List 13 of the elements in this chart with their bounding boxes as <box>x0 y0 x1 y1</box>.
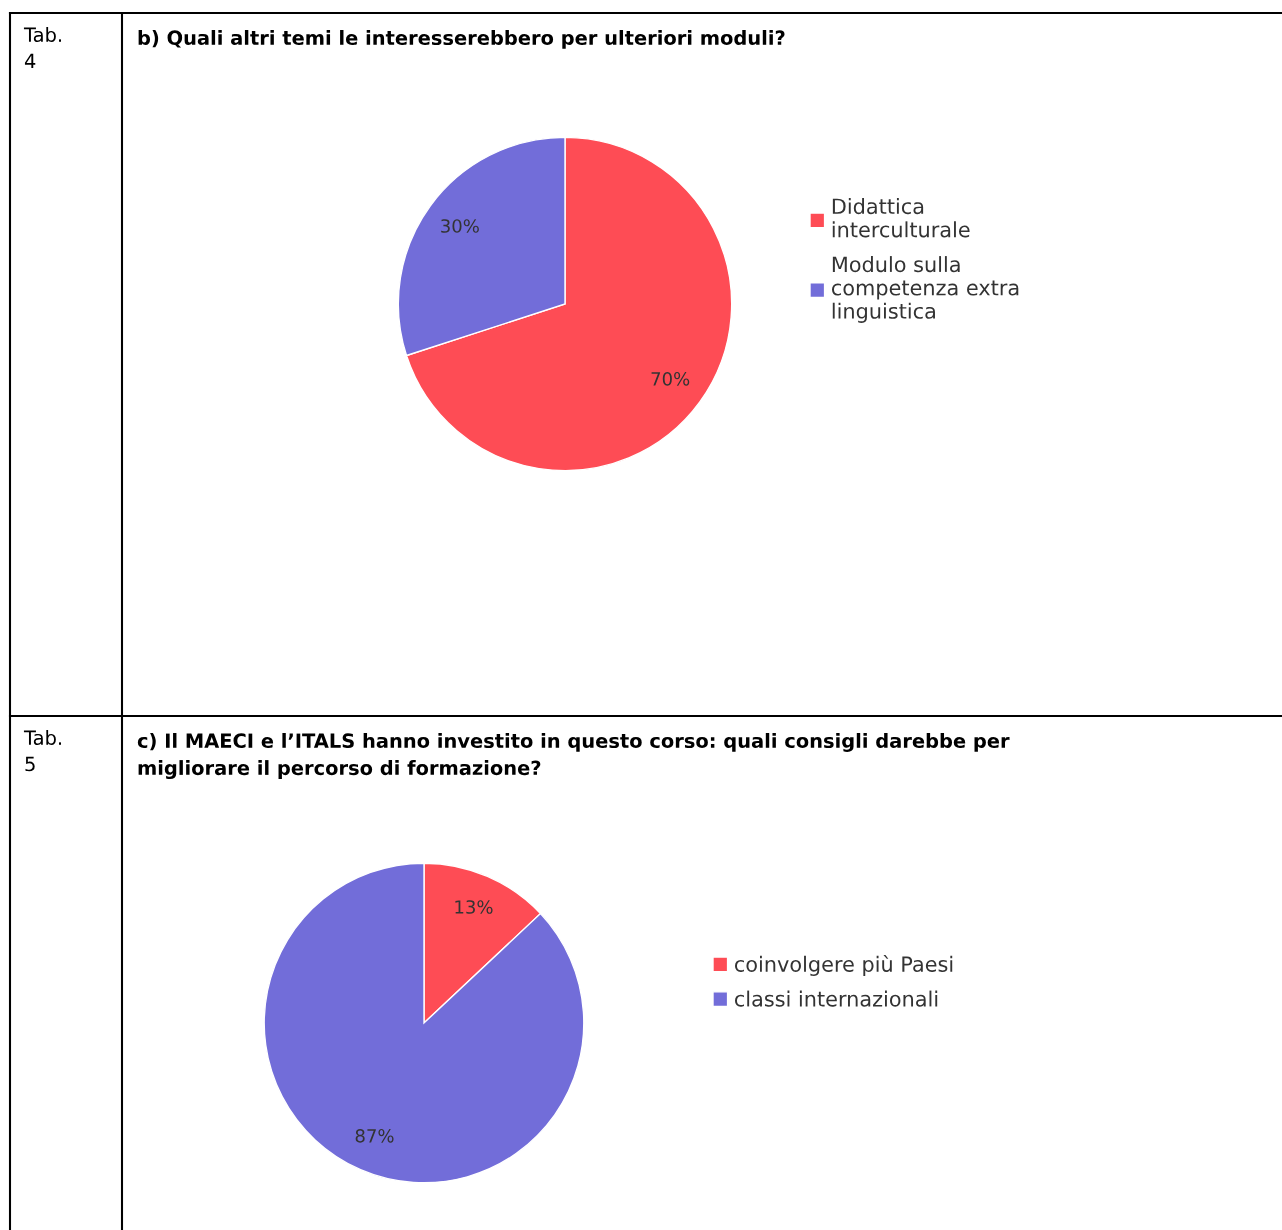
caption: Tab. 4 <box>23 27 62 68</box>
data-label: 30% <box>441 219 479 233</box>
data-label: 13% <box>455 900 493 914</box>
chart-title: b) Quali altri temi le interesserebbero per ulteriori moduli? <box>138 30 785 49</box>
data-label: 87% <box>355 1128 394 1143</box>
legend-label: Modulo sulla competenza extra linguistica <box>831 256 1019 323</box>
data-label: 70% <box>651 371 690 386</box>
pie-slice <box>263 862 585 1184</box>
caption: Tab. 5 <box>23 730 62 772</box>
chart-title: c) Il MAECI e l’ITALS hanno investito in questo corso: quali consigli darebbe per migliorare il percorso di formazione? <box>137 733 1010 780</box>
legend-label: coinvolgere più Paesi <box>734 955 953 976</box>
legend-label: Didattica interculturale <box>832 198 970 238</box>
legend-label: classi internazionali <box>734 990 938 1007</box>
